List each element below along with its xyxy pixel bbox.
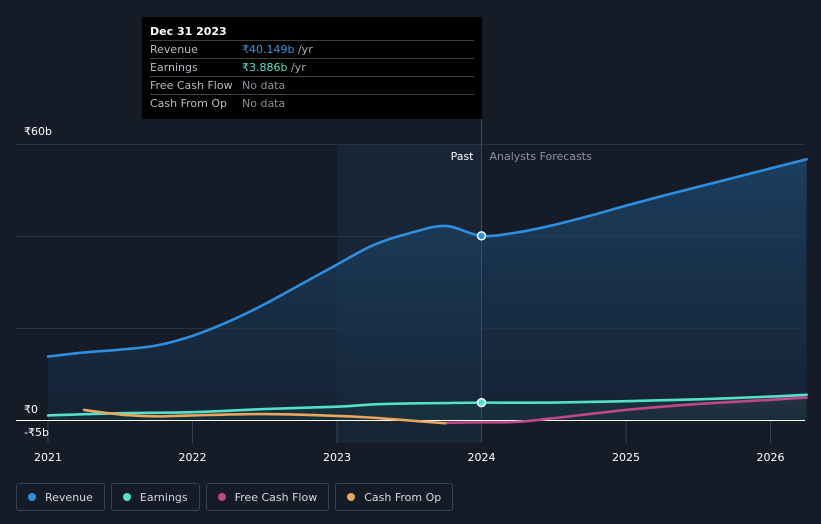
tooltip-nodata: No data: [242, 79, 286, 92]
legend-dot-icon: [28, 493, 36, 501]
x-tick-label: 2025: [612, 451, 640, 464]
legend-label: Earnings: [139, 490, 188, 504]
tooltip-label: Free Cash Flow: [150, 79, 233, 92]
tooltip-row-revenue: Revenue ₹40.149b /yr: [150, 40, 474, 58]
x-axis-labels: 2021 2022 2023 2024 2025 2026: [34, 451, 785, 464]
legend-item-free-cash-flow[interactable]: Free Cash Flow: [205, 483, 330, 511]
x-tick-label: 2022: [179, 451, 207, 464]
x-tick-label: 2023: [323, 451, 351, 464]
free-cash-flow-line: [444, 396, 808, 425]
legend-dot-icon: [217, 493, 226, 501]
y-tick-label: -₹5b: [24, 426, 49, 439]
chart-legend: Revenue Earnings Free Cash Flow Cash Fro…: [16, 483, 454, 511]
hover-markers: [476, 231, 487, 408]
x-tick-label: 2026: [757, 451, 785, 464]
legend-item-revenue[interactable]: Revenue: [16, 483, 105, 511]
legend-item-cash-from-op[interactable]: Cash From Op: [335, 483, 454, 511]
cash-from-op-line: [82, 408, 447, 425]
tooltip-value: ₹3.886b: [242, 61, 288, 74]
legend-dot-icon: [122, 493, 131, 501]
y-tick-label: ₹60b: [24, 125, 52, 138]
tooltip-row-earnings: Earnings ₹3.886b /yr: [150, 58, 474, 76]
tooltip-label: Revenue: [150, 43, 198, 56]
past-label: Past: [451, 150, 475, 163]
tooltip-date: Dec 31 2023: [150, 25, 227, 38]
legend-label: Cash From Op: [364, 490, 442, 504]
tooltip-unit: /yr: [287, 61, 306, 74]
series-lines: [46, 157, 808, 425]
tooltip-row-free-cash-flow: Free Cash Flow No data: [150, 76, 474, 94]
legend-item-earnings[interactable]: Earnings: [110, 483, 200, 511]
earnings-line: [46, 393, 808, 417]
forecast-label: Analysts Forecasts: [490, 150, 593, 163]
hover-tooltip: Dec 31 2023 Revenue ₹40.149b /yr Earning…: [142, 17, 482, 119]
earnings-marker: [476, 397, 487, 408]
y-tick-label: ₹0: [24, 403, 38, 416]
tooltip-label: Earnings: [150, 61, 198, 74]
tooltip-unit: /yr: [294, 43, 313, 56]
y-axis-labels: ₹60b ₹0 -₹5b: [24, 125, 52, 439]
legend-dot-icon: [347, 493, 356, 501]
revenue-area: [48, 159, 807, 421]
tooltip-value: ₹40.149b: [242, 43, 295, 56]
tooltip-label: Cash From Op: [150, 97, 228, 110]
revenue-marker: [476, 231, 487, 241]
revenue-line: [46, 157, 808, 358]
tooltip-row-cash-from-op: Cash From Op No data: [150, 94, 474, 112]
legend-label: Revenue: [45, 490, 93, 504]
x-tick-label: 2021: [34, 451, 62, 464]
tooltip-nodata: No data: [242, 97, 286, 110]
x-tick-label: 2024: [468, 451, 496, 464]
legend-label: Free Cash Flow: [234, 490, 318, 504]
